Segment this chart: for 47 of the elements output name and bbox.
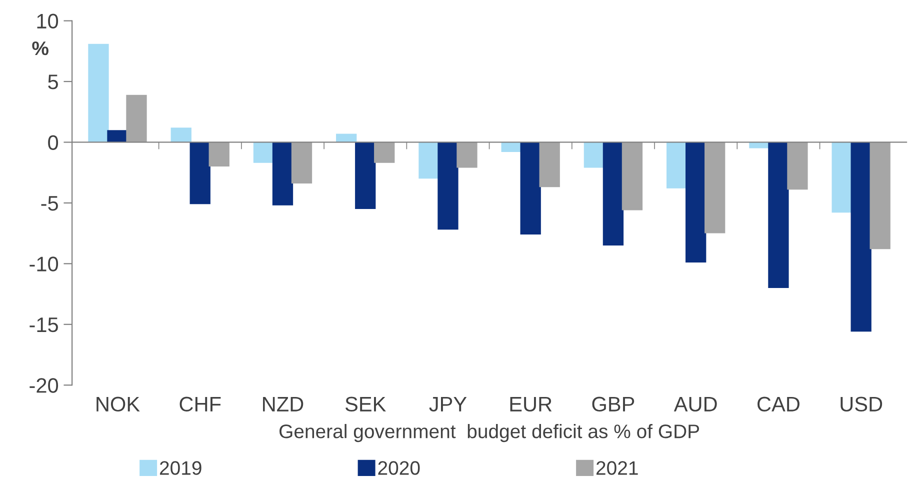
x-axis-title: General government budget deficit as % of GDP	[280, 424, 700, 442]
bar	[686, 142, 706, 262]
x-tick-label: GBP	[592, 396, 634, 412]
y-tick-label: 5	[48, 74, 58, 90]
legend-label: 2019	[160, 461, 202, 475]
bar	[666, 142, 688, 188]
bar	[787, 142, 808, 190]
bar	[170, 128, 192, 142]
y-tick-label: 0	[48, 135, 58, 150]
y-tick-label: -15	[30, 318, 58, 332]
y-tick-label: -20	[30, 378, 58, 393]
y-tick-label: -5	[41, 196, 58, 211]
legend-label: 2021	[596, 461, 638, 475]
y-axis-title: %	[32, 41, 48, 56]
bar	[602, 142, 624, 246]
bar	[539, 142, 560, 188]
bar	[768, 142, 789, 288]
bar	[272, 142, 294, 206]
y-tick-label: 10	[37, 14, 58, 29]
bar	[355, 142, 376, 210]
y-tick-label: -10	[30, 256, 58, 272]
x-tick-label: NZD	[263, 396, 304, 412]
bar	[374, 142, 395, 163]
x-tick-label: CHF	[180, 396, 221, 412]
legend-label: 2020	[378, 461, 420, 475]
x-tick-label: CAD	[758, 396, 800, 412]
bar	[850, 142, 872, 332]
bar	[520, 142, 541, 235]
x-tick-label: SEK	[345, 396, 386, 412]
x-tick-label: JPY	[429, 396, 467, 412]
bar	[336, 134, 357, 142]
bar	[870, 142, 890, 250]
bar	[832, 142, 852, 213]
bar	[291, 142, 312, 184]
bar	[208, 142, 230, 167]
bar	[418, 142, 440, 179]
bar	[704, 142, 726, 234]
x-tick-label: NOK	[96, 396, 140, 412]
bar	[438, 142, 458, 230]
bar	[126, 94, 147, 142]
x-tick-label: USD	[840, 396, 882, 412]
bar	[622, 142, 643, 210]
bar	[456, 142, 478, 168]
bar	[88, 44, 109, 142]
x-tick-label: AUD	[674, 396, 717, 412]
bar	[190, 142, 210, 204]
x-tick-label: EUR	[510, 396, 552, 412]
